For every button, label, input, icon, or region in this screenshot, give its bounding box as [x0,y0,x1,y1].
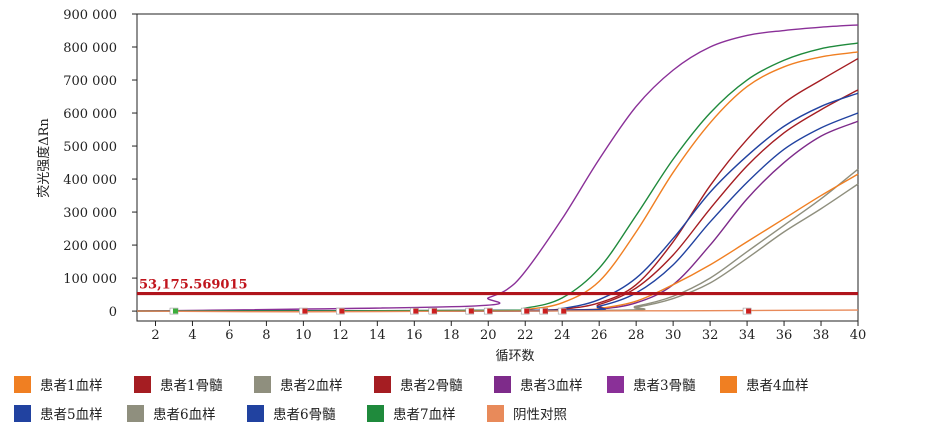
y-tick-label: 400 000 [63,173,117,188]
legend-label: 患者3骨髓 [633,378,696,394]
y-tick-label: 0 [109,305,117,320]
x-tick-label: 4 [188,328,196,343]
legend-swatch [254,375,271,393]
series-line-11 [136,42,859,312]
y-tick-label: 600 000 [63,107,117,122]
legend-item: 患者6骨髓 [247,403,367,423]
series-line-1 [136,51,859,312]
legend-swatch [247,404,264,422]
legend-swatch [374,375,391,393]
x-tick-label: 38 [813,328,830,343]
cycle-marker-fill [746,308,752,314]
cycle-marker-fill [542,308,548,314]
threshold-layer: 53,175.569015 [137,278,858,296]
x-tick-label: 32 [702,328,719,343]
plot-area [136,13,859,322]
x-tick-label: 14 [369,328,386,343]
cycle-markers [169,307,752,315]
legend-swatch [127,404,144,422]
x-tick-label: 22 [517,328,534,343]
legend-label: 患者6血样 [153,407,216,423]
x-tick-label: 36 [776,328,793,343]
legend: 患者1血样 患者1骨髓 患者2血样 患者2骨髓 患者3血样 患者3骨髓 患者4血样患者5血样… [14,374,919,423]
plot-frame [136,13,859,322]
x-tick-label: 12 [332,328,349,343]
cycle-marker-fill [524,308,530,314]
cycle-marker-fill [302,308,308,314]
x-tick-label: 34 [739,328,756,343]
legend-swatch [14,404,31,422]
legend-swatch [14,375,31,393]
legend-label: 患者1骨髓 [160,378,223,394]
legend-label: 患者2血样 [280,378,343,394]
y-tick-label: 100 000 [63,272,117,287]
legend-label: 患者2骨髓 [400,378,463,394]
legend-label: 患者5血样 [40,407,103,423]
legend-item: 患者7血样 [367,403,487,423]
legend-swatch [494,375,511,393]
cycle-marker-fill [431,308,437,314]
legend-item: 患者3骨髓 [607,374,720,394]
x-tick-label: 8 [262,328,270,343]
legend-item: 患者5血样 [14,403,127,423]
x-tick-label: 26 [591,328,608,343]
x-tick-label: 6 [225,328,233,343]
axes-layer: 0 100 000 200 000 300 000 400 000 500 000 600 … [63,8,866,343]
legend-label: 患者6骨髓 [273,407,336,423]
y-tick-label: 800 000 [63,41,117,56]
x-tick-label: 28 [628,328,645,343]
x-tick-label: 18 [443,328,460,343]
y-tick-label: 200 000 [63,239,117,254]
x-tick-label: 40 [850,328,867,343]
legend-label: 患者7血样 [393,407,456,423]
legend-item: 患者2骨髓 [374,374,494,394]
amplification-chart: 53,175.569015 0 100 000 200 000 300 000 400 … [36,8,866,364]
x-axis-title: 循环数 [495,349,534,364]
legend-item: 患者3血样 [494,374,607,394]
x-tick-label: 30 [665,328,682,343]
y-tick-label: 300 000 [63,206,117,221]
legend-item: 患者4血样 [720,374,833,394]
legend-label: 患者1血样 [40,378,103,394]
legend-label: 阴性对照 [513,407,567,423]
legend-item: 患者2血样 [254,374,374,394]
legend-label: 患者4血样 [746,378,809,394]
cycle-marker-fill [561,308,567,314]
legend-item: 患者1血样 [14,374,134,394]
cycle-marker-fill [413,308,419,314]
legend-swatch [607,375,624,393]
legend-swatch [134,375,151,393]
legend-swatch [720,375,737,393]
cycle-marker-fill [339,308,345,314]
legend-swatch [487,404,504,422]
x-tick-label: 20 [480,328,497,343]
series-line-6 [136,24,859,312]
series-layer [136,24,859,313]
x-tick-label: 2 [151,328,159,343]
series-line-2 [136,57,859,312]
y-axis-title: 荧光强度ΔRn [36,118,52,198]
y-tick-label: 700 000 [63,74,117,89]
legend-label: 患者3血样 [520,378,583,394]
cycle-marker-fill [468,308,474,314]
y-tick-label: 900 000 [63,8,117,23]
cycle-marker-fill [172,308,178,314]
y-tick-label: 500 000 [63,140,117,155]
threshold-label: 53,175.569015 [139,278,248,293]
legend-item: 患者6血样 [127,403,247,423]
x-tick-label: 24 [554,328,571,343]
x-tick-label: 16 [406,328,423,343]
legend-item: 患者1骨髓 [134,374,254,394]
legend-swatch [367,404,384,422]
x-tick-label: 10 [295,328,312,343]
cycle-marker-fill [487,308,493,314]
legend-item: 阴性对照 [487,403,607,423]
